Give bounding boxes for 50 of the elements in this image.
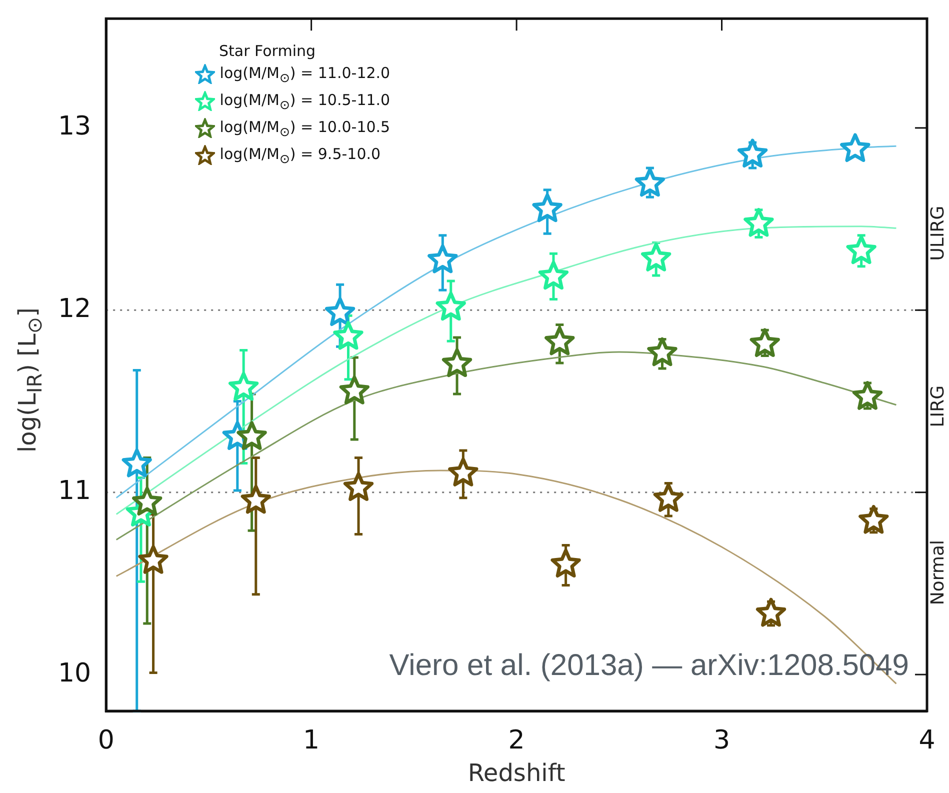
point [634, 168, 666, 197]
legend-label: log(M/M$_{⊙}$) = 10.5-11.0 [220, 91, 390, 112]
point [750, 328, 780, 358]
text: ULIRG [928, 206, 949, 261]
text: Normal [928, 540, 949, 606]
x-axis-title: Redshift [468, 758, 566, 787]
x-tick-label: 3 [714, 725, 730, 756]
legend-label: log(M/M$_{⊙}$) = 9.5-10.0 [220, 145, 381, 166]
point [641, 242, 672, 272]
point [532, 193, 562, 222]
legend-label: log(M/M$_{⊙}$) = 10.0-10.5 [220, 118, 390, 139]
x-tick-label: 1 [303, 725, 320, 756]
point [756, 598, 786, 627]
point [538, 260, 569, 290]
point [846, 235, 876, 264]
legend-title: Star Forming [218, 41, 317, 62]
y-tick-label: 10 [58, 658, 92, 688]
x-tick-label: 2 [508, 725, 525, 756]
point [442, 348, 472, 378]
point [122, 448, 152, 478]
point [240, 484, 271, 514]
point [653, 483, 684, 512]
line-series [116, 351, 897, 540]
point [550, 548, 581, 578]
point [840, 133, 870, 162]
point [852, 381, 883, 410]
point [737, 138, 768, 168]
point [138, 545, 168, 574]
point [647, 337, 678, 366]
point [436, 292, 466, 321]
y-tick-label: 11 [58, 476, 92, 506]
y-tick-label: 13 [58, 112, 92, 142]
point [744, 208, 774, 237]
line-series [116, 226, 897, 515]
legend-label: log(M/M$_{⊙}$) = 11.0-12.0 [220, 64, 390, 85]
point [343, 472, 374, 501]
point [544, 326, 575, 356]
point [448, 458, 478, 486]
x-tick-label: 0 [98, 725, 114, 756]
x-tick-label: 4 [918, 725, 936, 756]
point [428, 244, 458, 274]
point [132, 486, 162, 516]
point [236, 421, 267, 450]
point [228, 372, 259, 401]
point [858, 504, 889, 534]
y-tick-label: 12 [58, 294, 92, 324]
point [339, 376, 370, 404]
point [333, 320, 364, 350]
point [324, 297, 356, 326]
text: LIRG [928, 385, 949, 428]
